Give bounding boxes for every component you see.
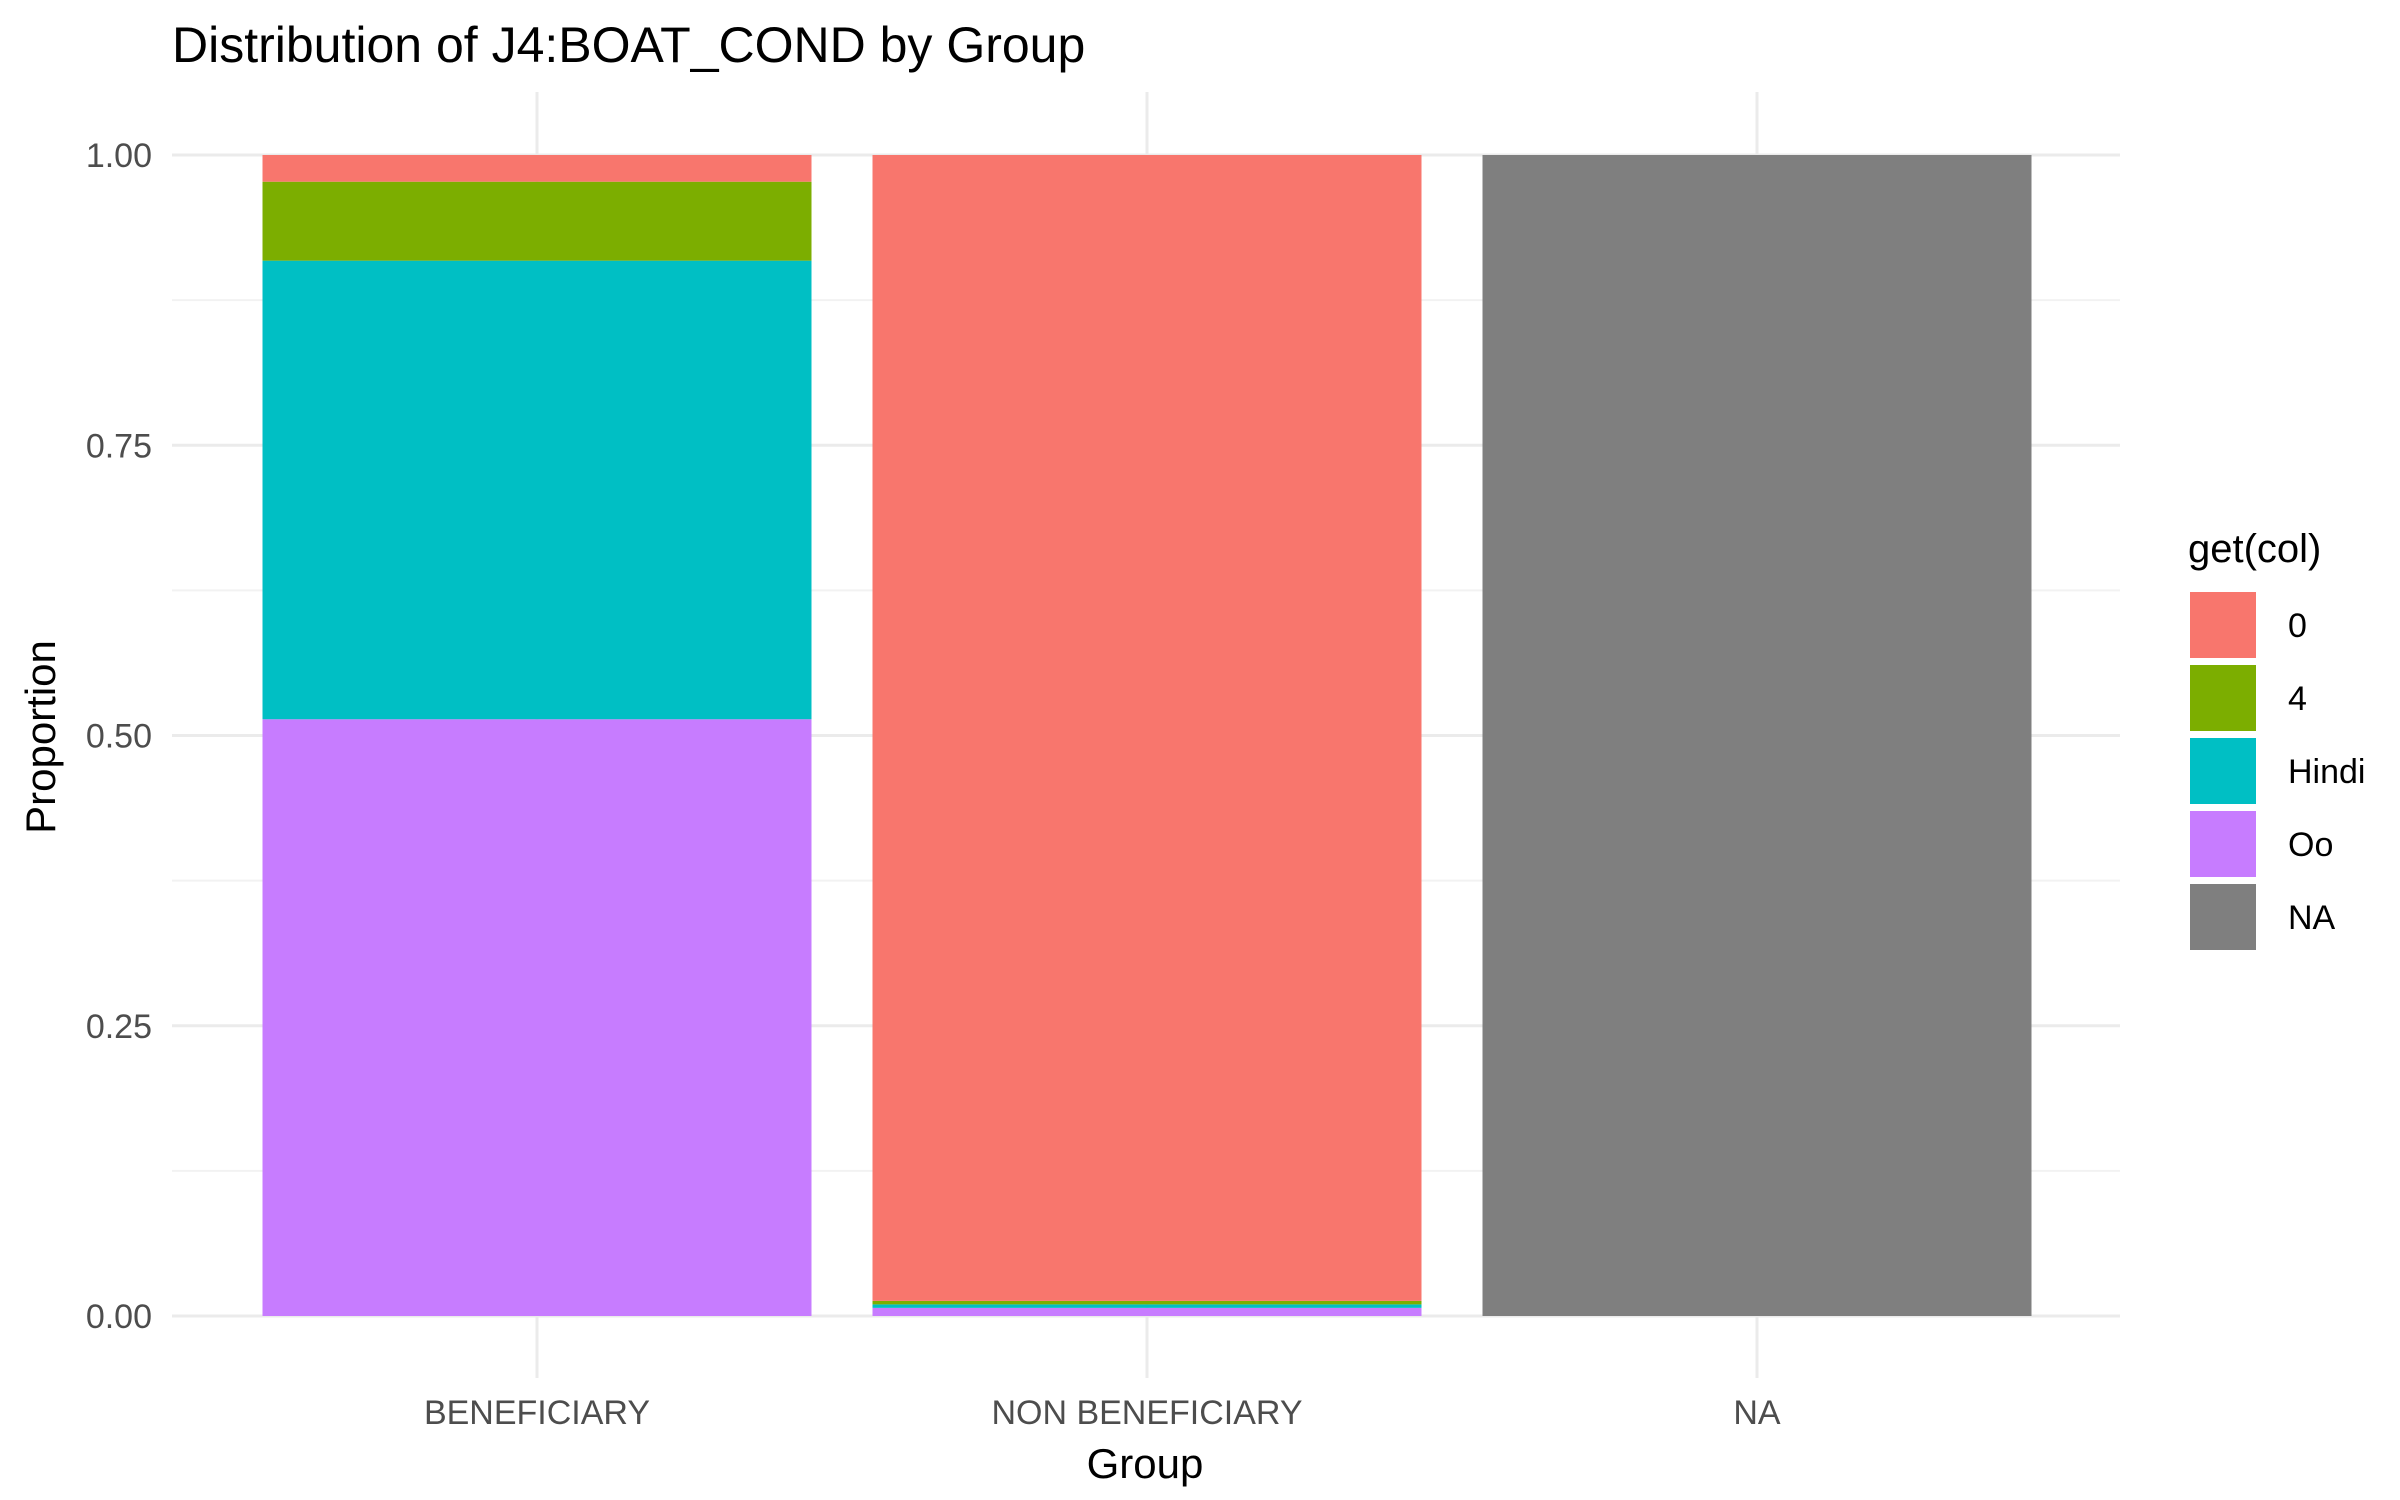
x-tick-label: NA [1733, 1394, 1781, 1432]
x-axis-ticks: BENEFICIARY NON BENEFICIARY NA [424, 1394, 1781, 1432]
x-tick-label: BENEFICIARY [424, 1394, 650, 1432]
bar-segment-oo-1 [262, 719, 812, 1316]
bar-segment-hindi-1 [262, 260, 812, 720]
y-tick-label: 0.50 [86, 718, 152, 756]
bar-segment-na-3 [1482, 155, 2032, 1316]
bar-segment-4-1 [262, 181, 812, 261]
y-tick-label: 0.75 [86, 427, 152, 465]
legend-items: 0 4 Hindi Oo NA [2190, 592, 2365, 950]
legend-label: 4 [2288, 680, 2307, 718]
legend-label: NA [2288, 899, 2336, 937]
y-axis-ticks: 0.00 0.25 0.50 0.75 1.00 [86, 137, 152, 1336]
legend: get(col) 0 4 Hindi Oo NA [2188, 527, 2365, 950]
x-axis-title: Group [1087, 1440, 1204, 1487]
legend-label: Oo [2288, 826, 2333, 864]
bar-segment-0-1 [262, 155, 812, 182]
legend-key-4 [2190, 665, 2256, 731]
bar-segment-0-2 [872, 155, 1422, 1301]
bar-segment-hindi-2 [872, 1304, 1422, 1308]
bars [262, 155, 2032, 1316]
legend-title: get(col) [2188, 527, 2321, 571]
y-tick-label: 0.25 [86, 1008, 152, 1046]
legend-key-na [2190, 884, 2256, 950]
y-tick-label: 0.00 [86, 1298, 152, 1336]
legend-key-0 [2190, 592, 2256, 658]
legend-key-oo [2190, 811, 2256, 877]
y-tick-label: 1.00 [86, 137, 152, 175]
legend-label: Hindi [2288, 753, 2365, 791]
bar-segment-oo-2 [872, 1307, 1422, 1316]
legend-key-hindi [2190, 738, 2256, 804]
bar-segment-4-2 [872, 1300, 1422, 1305]
legend-label: 0 [2288, 607, 2307, 645]
chart-title: Distribution of J4:BOAT_COND by Group [172, 17, 1085, 73]
x-tick-label: NON BENEFICIARY [991, 1394, 1302, 1432]
y-axis-title: Proportion [17, 640, 64, 834]
